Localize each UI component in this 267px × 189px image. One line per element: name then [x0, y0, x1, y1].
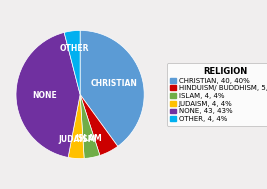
Wedge shape	[80, 30, 144, 146]
Wedge shape	[80, 94, 118, 155]
Text: NONE: NONE	[33, 91, 57, 100]
Text: JUDAISM: JUDAISM	[58, 135, 96, 144]
Text: CHRISTIAN: CHRISTIAN	[90, 79, 137, 88]
Wedge shape	[16, 33, 80, 157]
Text: OTHER: OTHER	[60, 44, 89, 53]
Wedge shape	[80, 94, 100, 158]
Text: ISLAM: ISLAM	[75, 134, 102, 143]
Wedge shape	[64, 30, 80, 94]
Wedge shape	[68, 94, 84, 159]
Legend: CHRISTIAN, 40, 40%, HINDUISM/ BUDDHISM, 5, 5%, ISLAM, 4, 4%, JUDAISM, 4, 4%, NON: CHRISTIAN, 40, 40%, HINDUISM/ BUDDHISM, …	[167, 63, 267, 126]
